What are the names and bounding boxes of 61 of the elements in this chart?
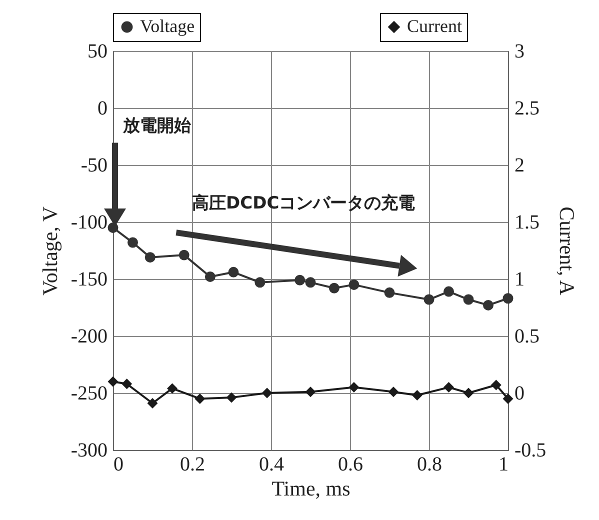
- annotation: 高圧DCDCコンバータの充電: [192, 194, 416, 214]
- point: [348, 382, 360, 393]
- point: [463, 294, 474, 305]
- point: [144, 252, 156, 263]
- x-tick-label: 0.6: [338, 454, 363, 476]
- point: [412, 390, 422, 401]
- x-tick-label: 0: [114, 454, 124, 476]
- y-tick-label: -150: [70, 268, 108, 290]
- point: [502, 293, 514, 304]
- y-axis-title: Voltage, V: [38, 206, 62, 296]
- point: [444, 382, 454, 393]
- point: [424, 294, 434, 305]
- y-tick-label: -50: [80, 154, 108, 176]
- y-tick-label: -300: [70, 440, 108, 462]
- y-tick-label: -200: [70, 326, 108, 348]
- y2-axis-title: Current, A: [555, 206, 580, 296]
- point: [305, 386, 316, 398]
- y2-tick-label: 2.5: [514, 98, 540, 120]
- point: [226, 392, 237, 403]
- point: [167, 383, 178, 394]
- point: [388, 386, 399, 398]
- point: [228, 266, 239, 278]
- x-tick-label: 0.8: [417, 454, 442, 476]
- point: [147, 398, 158, 409]
- y-tick-label: -100: [70, 212, 108, 234]
- point: [384, 287, 395, 298]
- point: [483, 300, 494, 310]
- y2-tick-label: 1: [514, 268, 524, 290]
- point: [294, 274, 306, 286]
- x-tick-label: 1: [498, 454, 508, 476]
- y2-tick-label: 1.5: [514, 212, 540, 234]
- legend-label: Current: [407, 16, 462, 36]
- point: [348, 279, 360, 290]
- x-tick-label: 0.2: [180, 454, 205, 476]
- point: [463, 388, 474, 398]
- y2-tick-label: 0: [514, 382, 524, 404]
- point: [204, 271, 216, 282]
- point: [305, 277, 316, 288]
- point: [254, 277, 266, 288]
- point: [108, 222, 118, 233]
- point: [262, 388, 272, 398]
- point: [122, 378, 132, 390]
- y2-tick-label: -0.5: [514, 440, 546, 462]
- point: [194, 393, 206, 404]
- y2-tick-label: 0.5: [514, 326, 540, 348]
- point: [328, 282, 340, 294]
- x-axis-title: Time, ms: [272, 476, 350, 500]
- y2-tick-label: 2: [514, 154, 524, 176]
- y-tick-label: -250: [70, 382, 108, 404]
- point: [502, 393, 514, 404]
- point: [444, 286, 454, 297]
- point: [178, 250, 190, 260]
- y-tick-label: 50: [88, 40, 108, 62]
- y-tick-label: 0: [98, 98, 108, 120]
- y2-tick-label: 3: [514, 40, 524, 62]
- point: [128, 237, 138, 248]
- annotation: 放電開始: [122, 116, 192, 136]
- x-tick-label: 0.4: [259, 454, 284, 476]
- point: [108, 376, 118, 387]
- legend-label: Voltage: [140, 16, 195, 36]
- point: [490, 380, 502, 390]
